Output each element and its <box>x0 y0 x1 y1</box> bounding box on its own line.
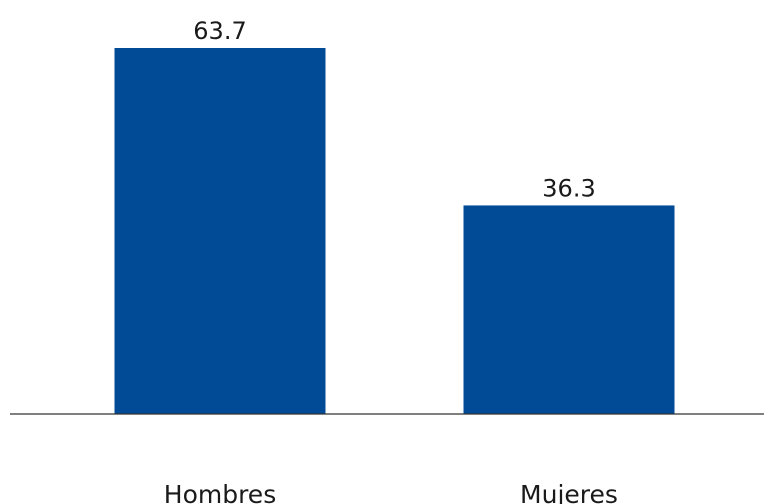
data-label-mujeres: 36.3 <box>542 174 595 202</box>
bars-group <box>115 48 675 414</box>
bar-hombres <box>115 48 326 414</box>
tick-label-hombres: Hombres <box>164 480 276 504</box>
bar-mujeres <box>464 205 675 414</box>
category-labels-group: Hombres Mujeres <box>164 480 618 504</box>
tick-label-mujeres: Mujeres <box>520 480 618 504</box>
data-label-hombres: 63.7 <box>193 17 246 45</box>
